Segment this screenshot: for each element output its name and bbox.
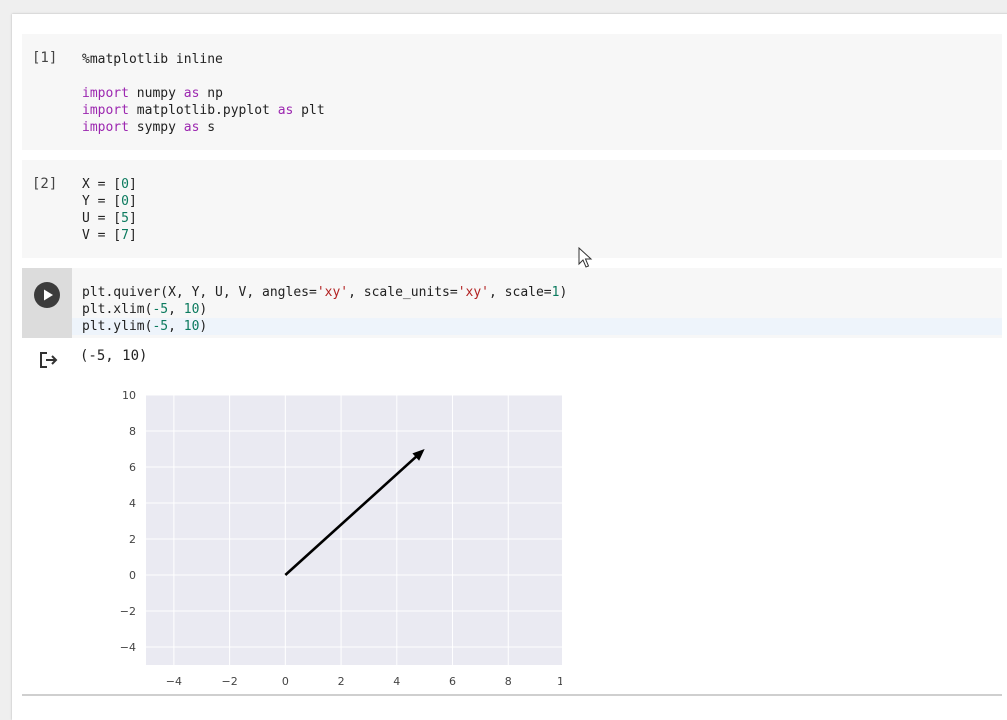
code-line[interactable]: plt.ylim(-5, 10) <box>82 318 567 335</box>
code-line[interactable]: U = [5] <box>82 210 137 227</box>
code-token: ] <box>128 228 137 243</box>
code-token: as <box>183 86 200 101</box>
code-token: sympy <box>128 120 184 135</box>
output-redirect-icon[interactable] <box>38 350 60 370</box>
cell-output: (-5, 10) −4 −2 0 2 4 6 8 10 −4 −2 0 2 4 6 8 10 <box>22 338 1002 694</box>
code-token: Y = [ <box>82 194 122 209</box>
code-token: plt <box>293 103 325 118</box>
x-tick-label: 4 <box>393 675 400 688</box>
code-editor[interactable]: X = [0] Y = [0] U = [5] V = [7] <box>82 176 137 244</box>
code-line[interactable]: %matplotlib inline <box>82 51 325 68</box>
y-tick-labels: −4 −2 0 2 4 6 8 10 <box>120 389 136 654</box>
code-line[interactable]: X = [0] <box>82 176 137 193</box>
code-token: ) <box>199 319 208 334</box>
y-tick-label: −4 <box>120 641 136 654</box>
y-tick-label: −2 <box>120 605 136 618</box>
code-token: ) <box>559 285 568 300</box>
code-token: numpy <box>128 86 184 101</box>
run-cell-button[interactable] <box>34 282 60 308</box>
cell-bottom-border <box>22 694 1002 696</box>
code-cell-1[interactable]: [1] %matplotlib inline import numpy as np… <box>22 34 1002 150</box>
y-gridlines <box>146 394 564 648</box>
code-token: ) <box>199 302 208 317</box>
x-tick-labels: −4 −2 0 2 4 6 8 10 <box>166 675 571 688</box>
vector-shaft <box>284 454 419 576</box>
y-tick-label: 6 <box>129 461 136 474</box>
quiver-plot: −4 −2 0 2 4 6 8 10 −4 −2 0 2 4 6 8 10 <box>82 376 571 694</box>
x-tick-label: 10 <box>557 675 562 688</box>
code-token: plt.ylim( <box>82 319 153 334</box>
code-token: 0 <box>121 194 129 209</box>
code-line[interactable]: plt.xlim(-5, 10) <box>82 301 567 318</box>
y-tick-label: 8 <box>129 425 136 438</box>
code-token: 10 <box>183 319 200 334</box>
code-token: -5 <box>152 302 169 317</box>
cell-gutter: [2] <box>22 160 72 258</box>
x-tick-label: −4 <box>166 675 182 688</box>
code-token: , <box>168 319 184 334</box>
code-token: ] <box>128 194 137 209</box>
code-token: ] <box>128 211 137 226</box>
cell-gutter <box>22 268 72 338</box>
code-token: U = [ <box>82 211 122 226</box>
vectors <box>284 449 425 576</box>
code-token: as <box>183 120 200 135</box>
code-token: 1 <box>551 285 560 300</box>
code-token: matplotlib.pyplot <box>128 103 278 118</box>
plot-background <box>146 395 564 665</box>
y-tick-label: 4 <box>129 497 136 510</box>
plot-svg: −4 −2 0 2 4 6 8 10 −4 −2 0 2 4 6 8 10 <box>120 389 571 688</box>
code-token: , <box>168 302 184 317</box>
current-line-highlight <box>72 318 1002 335</box>
code-line[interactable]: V = [7] <box>82 227 137 244</box>
execution-count: [1] <box>32 50 58 66</box>
code-token: 7 <box>121 228 129 243</box>
x-tick-label: 0 <box>282 675 289 688</box>
code-token: import <box>82 103 129 118</box>
vector-arrowhead <box>412 449 425 461</box>
code-line[interactable]: import sympy as s <box>82 119 325 136</box>
code-line[interactable]: import numpy as np <box>82 85 325 102</box>
code-token: 0 <box>121 177 129 192</box>
code-token: ] <box>128 177 137 192</box>
code-token: plt.quiver(X, Y, U, V, angles= <box>82 285 317 300</box>
code-line[interactable] <box>82 68 325 85</box>
code-token: 10 <box>183 302 200 317</box>
x-tick-label: 2 <box>338 675 345 688</box>
code-line[interactable]: Y = [0] <box>82 193 137 210</box>
play-icon <box>44 289 53 301</box>
code-token: , scale= <box>489 285 552 300</box>
x-tick-label: −2 <box>221 675 237 688</box>
code-token: plt.xlim( <box>82 302 153 317</box>
code-line[interactable]: import matplotlib.pyplot as plt <box>82 102 325 119</box>
code-token: 5 <box>121 211 129 226</box>
code-token: V = [ <box>82 228 122 243</box>
code-token: np <box>199 86 223 101</box>
code-token: 'xy' <box>316 285 349 300</box>
code-token: X = [ <box>82 177 122 192</box>
code-editor[interactable]: %matplotlib inline import numpy as np impo… <box>82 51 325 136</box>
code-token: import <box>82 86 129 101</box>
code-token: import <box>82 120 129 135</box>
cell-gutter: [1] <box>22 34 72 150</box>
x-tick-label: 6 <box>449 675 456 688</box>
code-line[interactable]: plt.quiver(X, Y, U, V, angles='xy', scal… <box>82 284 567 301</box>
code-token: , scale_units= <box>348 285 458 300</box>
code-token: %matplotlib inline <box>82 52 223 67</box>
code-token: as <box>277 103 294 118</box>
execution-count: [2] <box>32 176 58 192</box>
code-token: -5 <box>152 319 169 334</box>
y-tick-label: 10 <box>122 389 136 402</box>
code-token: 'xy' <box>457 285 490 300</box>
code-token: s <box>199 120 216 135</box>
code-cell-3-active[interactable]: plt.quiver(X, Y, U, V, angles='xy', scal… <box>22 268 1002 338</box>
y-tick-label: 0 <box>129 569 136 582</box>
y-tick-label: 2 <box>129 533 136 546</box>
output-text: (-5, 10) <box>80 348 148 364</box>
code-editor[interactable]: plt.quiver(X, Y, U, V, angles='xy', scal… <box>82 284 567 335</box>
x-tick-label: 8 <box>505 675 512 688</box>
code-cell-2[interactable]: [2] X = [0] Y = [0] U = [5] V = [7] <box>22 160 1002 258</box>
